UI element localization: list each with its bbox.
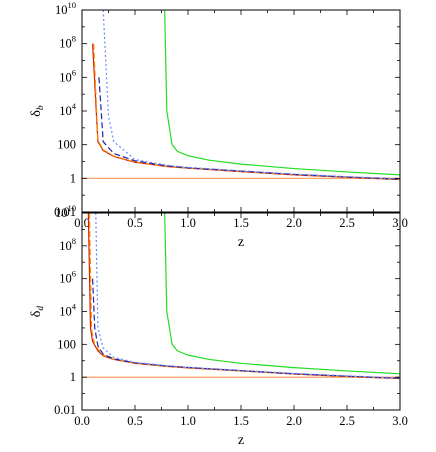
x-tick-label: 1.5	[233, 414, 249, 428]
y-tick-label: 1	[70, 171, 76, 185]
series-group-bottom	[82, 213, 400, 380]
series-line-4	[92, 278, 400, 379]
y-tick-label: 0.01	[54, 205, 76, 219]
y-tick-label: 1	[70, 370, 76, 384]
y-tick-label: 100	[57, 337, 76, 351]
y-tick-label: 104	[59, 302, 77, 319]
y-tick-label: 106	[59, 67, 76, 84]
y-tick-label: 100	[57, 138, 76, 152]
series-line-6	[164, 10, 400, 176]
x-tick-label: 1.0	[180, 414, 196, 428]
series-line-2	[92, 43, 400, 181]
series-line-2	[87, 213, 400, 380]
y-tick-label: 1010	[55, 0, 76, 17]
plot-frame-top	[81, 9, 401, 213]
x-tick-label: 1.5	[233, 216, 249, 230]
y-tick-label: 108	[59, 236, 76, 253]
x-axis-label: z	[238, 235, 244, 250]
series-line-3	[88, 213, 400, 380]
x-tick-label: 2.0	[286, 216, 302, 230]
x-tick-label: 2.5	[339, 414, 355, 428]
y-axis-label: δd	[29, 306, 46, 318]
x-tick-label: 0.0	[74, 414, 90, 428]
y-tick-label: 106	[59, 269, 76, 286]
x-tick-label: 2.5	[339, 216, 355, 230]
y-tick-label: 104	[59, 101, 77, 118]
x-tick-label: 0.5	[127, 216, 143, 230]
series-group-top	[82, 10, 400, 181]
series-line-5	[102, 10, 400, 180]
x-tick-label: 0.5	[127, 414, 143, 428]
series-line-6	[164, 213, 400, 375]
x-tick-label: 1.0	[180, 216, 196, 230]
x-tick-label: 2.0	[286, 414, 302, 428]
x-axis-label: z	[238, 433, 244, 448]
x-tick-label: 3.0	[392, 414, 408, 428]
y-tick-label: 0.01	[54, 403, 76, 417]
series-line-5	[95, 213, 400, 379]
y-tick-label: 1010	[55, 203, 76, 220]
y-tick-label: 108	[59, 34, 76, 51]
series-line-3	[93, 43, 400, 180]
panel-bottom: 0.01 1 100 104 106 108 1010 0.0 0.5 1.0 1.5 2.0 2.5 3…	[29, 203, 408, 448]
y-axis-label: δb	[29, 105, 46, 117]
